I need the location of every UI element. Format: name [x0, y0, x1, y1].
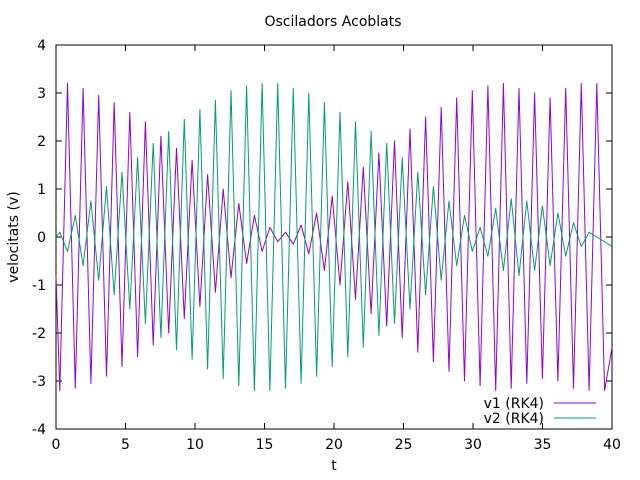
series-layer [55, 82, 613, 392]
y-tick-label: 1 [37, 182, 46, 198]
x-tick-label: 10 [186, 437, 204, 453]
plot-frame [55, 44, 613, 430]
x-tick-label: 25 [395, 437, 413, 453]
x-tick-label: 0 [52, 437, 61, 453]
y-axis-label: velocitats (v) [6, 191, 22, 282]
x-tick-label: 20 [325, 437, 343, 453]
x-tick-label: 35 [534, 437, 552, 453]
y-tick-label: 3 [37, 86, 46, 102]
y-axis: -4 -3 -2 -1 0 1 2 3 4 [32, 38, 612, 438]
y-tick-label: -2 [32, 326, 46, 342]
x-tick-label: 15 [256, 437, 274, 453]
y-tick-label: -4 [32, 422, 46, 438]
x-tick-label: 40 [603, 437, 621, 453]
series-line-2 [55, 82, 613, 392]
y-tick-label: 2 [37, 134, 46, 150]
chart-title: Osciladors Acoblats [264, 14, 401, 30]
x-axis: 0 5 10 15 20 25 30 35 40 [52, 45, 621, 453]
x-tick-label: 5 [121, 437, 130, 453]
legend-label-1: v1 (RK4) [484, 396, 544, 412]
x-tick-label: 30 [464, 437, 482, 453]
y-tick-label: -3 [32, 374, 46, 390]
x-axis-label: t [331, 458, 337, 474]
series-line-1 [55, 82, 613, 392]
legend: v1 (RK4)v2 (RK4) [484, 396, 596, 427]
y-tick-label: -1 [32, 278, 46, 294]
y-tick-label: 0 [37, 230, 46, 246]
y-tick-label: 4 [37, 38, 46, 54]
legend-label-2: v2 (RK4) [484, 411, 544, 427]
